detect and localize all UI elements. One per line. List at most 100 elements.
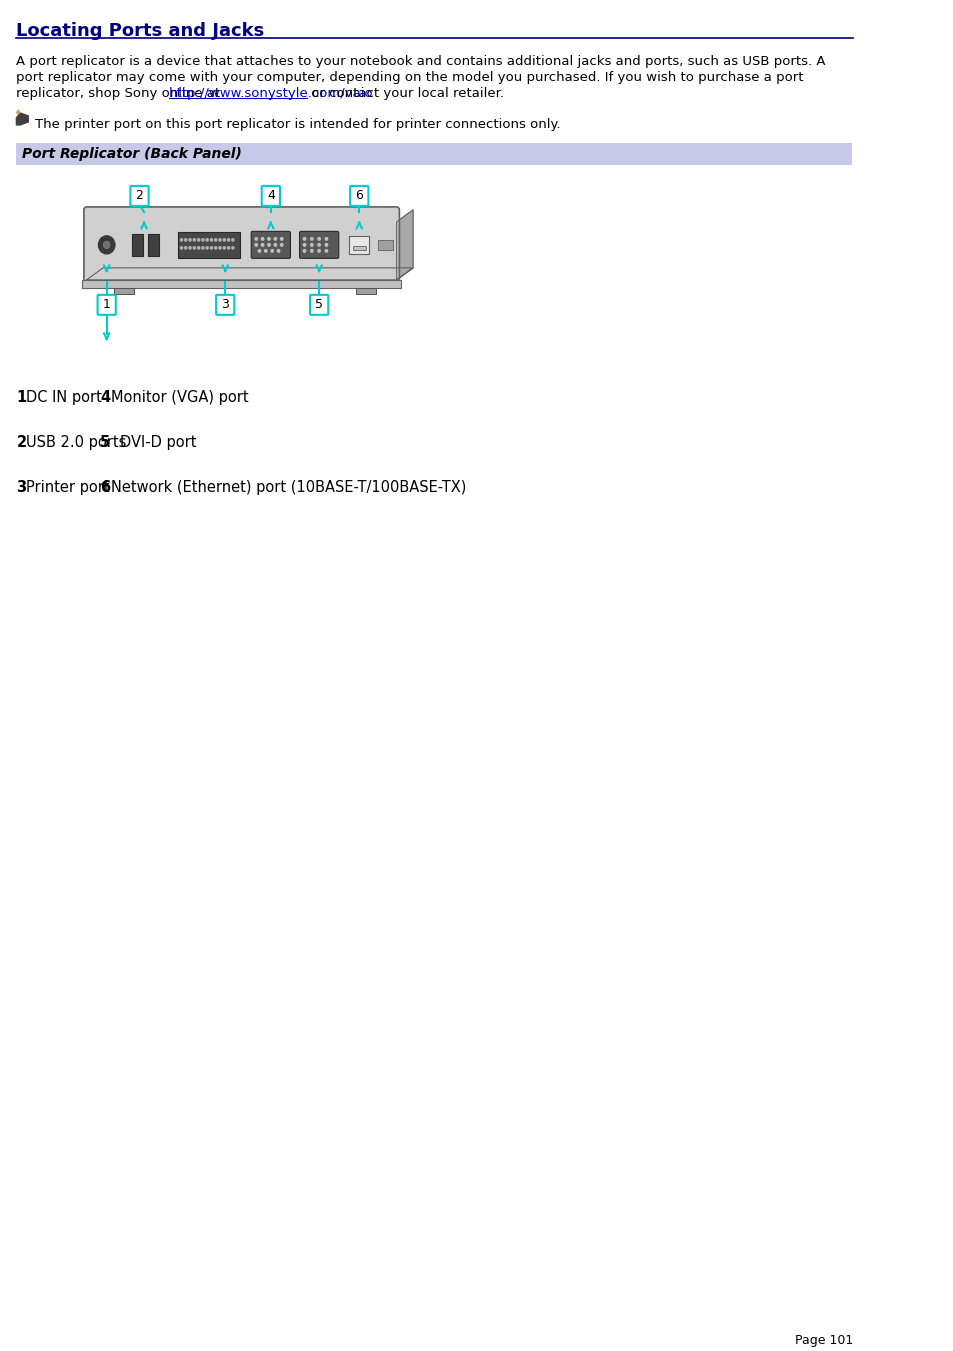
- Circle shape: [180, 239, 182, 240]
- Bar: [378, 240, 393, 250]
- Circle shape: [264, 250, 267, 253]
- Circle shape: [317, 238, 320, 240]
- Circle shape: [254, 243, 257, 246]
- Circle shape: [227, 247, 230, 249]
- Text: 6: 6: [100, 480, 111, 494]
- Bar: [177, 232, 239, 258]
- Text: 2: 2: [16, 435, 27, 450]
- Circle shape: [268, 243, 270, 246]
- Circle shape: [98, 236, 114, 254]
- Text: Page 101: Page 101: [795, 1335, 853, 1347]
- Circle shape: [274, 243, 276, 246]
- Text: 4: 4: [100, 390, 111, 405]
- Circle shape: [325, 243, 327, 246]
- Circle shape: [193, 247, 195, 249]
- Text: replicator, shop Sony online at: replicator, shop Sony online at: [16, 86, 225, 100]
- Circle shape: [189, 247, 191, 249]
- Bar: [113, 288, 134, 295]
- Circle shape: [218, 239, 221, 240]
- Text: DVI-D port: DVI-D port: [120, 435, 196, 450]
- Bar: [355, 288, 375, 295]
- Circle shape: [268, 238, 270, 240]
- Bar: [132, 234, 143, 255]
- FancyBboxPatch shape: [310, 295, 328, 315]
- Circle shape: [211, 247, 213, 249]
- Bar: [16, 143, 851, 165]
- Bar: [349, 236, 369, 254]
- FancyBboxPatch shape: [97, 295, 115, 315]
- Circle shape: [193, 239, 195, 240]
- Circle shape: [206, 247, 208, 249]
- Text: 1: 1: [103, 299, 111, 311]
- Circle shape: [303, 238, 305, 240]
- Text: 5: 5: [314, 299, 323, 311]
- Polygon shape: [16, 109, 20, 113]
- Text: Printer port: Printer port: [26, 480, 109, 494]
- Circle shape: [280, 243, 283, 246]
- FancyBboxPatch shape: [251, 231, 290, 258]
- Circle shape: [202, 239, 204, 240]
- Text: Port Replicator (Back Panel): Port Replicator (Back Panel): [22, 147, 241, 161]
- Circle shape: [317, 250, 320, 253]
- FancyBboxPatch shape: [350, 186, 368, 205]
- FancyBboxPatch shape: [84, 207, 399, 282]
- Circle shape: [223, 239, 225, 240]
- Text: 4: 4: [267, 189, 274, 203]
- Circle shape: [261, 243, 264, 246]
- Circle shape: [211, 239, 213, 240]
- Circle shape: [303, 250, 305, 253]
- Text: DC IN port: DC IN port: [26, 390, 101, 405]
- Circle shape: [218, 247, 221, 249]
- Text: port replicator may come with your computer, depending on the model you purchase: port replicator may come with your compu…: [16, 72, 803, 84]
- Text: 3: 3: [16, 480, 27, 494]
- Bar: [353, 246, 365, 250]
- Circle shape: [311, 243, 313, 246]
- Text: Locating Ports and Jacks: Locating Ports and Jacks: [16, 22, 264, 41]
- Circle shape: [197, 247, 199, 249]
- Circle shape: [325, 238, 327, 240]
- Circle shape: [202, 247, 204, 249]
- Circle shape: [311, 238, 313, 240]
- Circle shape: [232, 239, 233, 240]
- Polygon shape: [396, 209, 413, 280]
- Text: or contact your local retailer.: or contact your local retailer.: [307, 86, 503, 100]
- Circle shape: [232, 247, 233, 249]
- Text: 1: 1: [16, 390, 27, 405]
- Circle shape: [189, 239, 191, 240]
- Text: The printer port on this port replicator is intended for printer connections onl: The printer port on this port replicator…: [34, 118, 559, 131]
- Text: 2: 2: [135, 189, 143, 203]
- Circle shape: [254, 238, 257, 240]
- Circle shape: [185, 247, 187, 249]
- Text: USB 2.0 ports: USB 2.0 ports: [26, 435, 126, 450]
- FancyBboxPatch shape: [299, 231, 338, 258]
- Circle shape: [214, 239, 216, 240]
- FancyBboxPatch shape: [216, 295, 234, 315]
- Circle shape: [223, 247, 225, 249]
- Circle shape: [180, 247, 182, 249]
- Circle shape: [206, 239, 208, 240]
- Text: 6: 6: [355, 189, 363, 203]
- Circle shape: [103, 242, 110, 249]
- Circle shape: [325, 250, 327, 253]
- Text: Monitor (VGA) port: Monitor (VGA) port: [112, 390, 249, 405]
- FancyBboxPatch shape: [261, 186, 279, 205]
- Circle shape: [271, 250, 274, 253]
- Polygon shape: [16, 113, 29, 124]
- Circle shape: [261, 238, 264, 240]
- Circle shape: [277, 250, 279, 253]
- Polygon shape: [87, 267, 413, 280]
- Circle shape: [214, 247, 216, 249]
- FancyBboxPatch shape: [131, 186, 149, 205]
- Text: 3: 3: [221, 299, 229, 311]
- Circle shape: [258, 250, 260, 253]
- Circle shape: [280, 238, 283, 240]
- Text: http://www.sonystyle.com/vaio: http://www.sonystyle.com/vaio: [169, 86, 373, 100]
- Circle shape: [274, 238, 276, 240]
- Circle shape: [303, 243, 305, 246]
- Bar: [148, 234, 158, 255]
- Text: Network (Ethernet) port (10BASE-T/100BASE-TX): Network (Ethernet) port (10BASE-T/100BAS…: [112, 480, 466, 494]
- Text: 5: 5: [100, 435, 111, 450]
- Circle shape: [197, 239, 199, 240]
- Bar: [82, 280, 401, 288]
- Circle shape: [185, 239, 187, 240]
